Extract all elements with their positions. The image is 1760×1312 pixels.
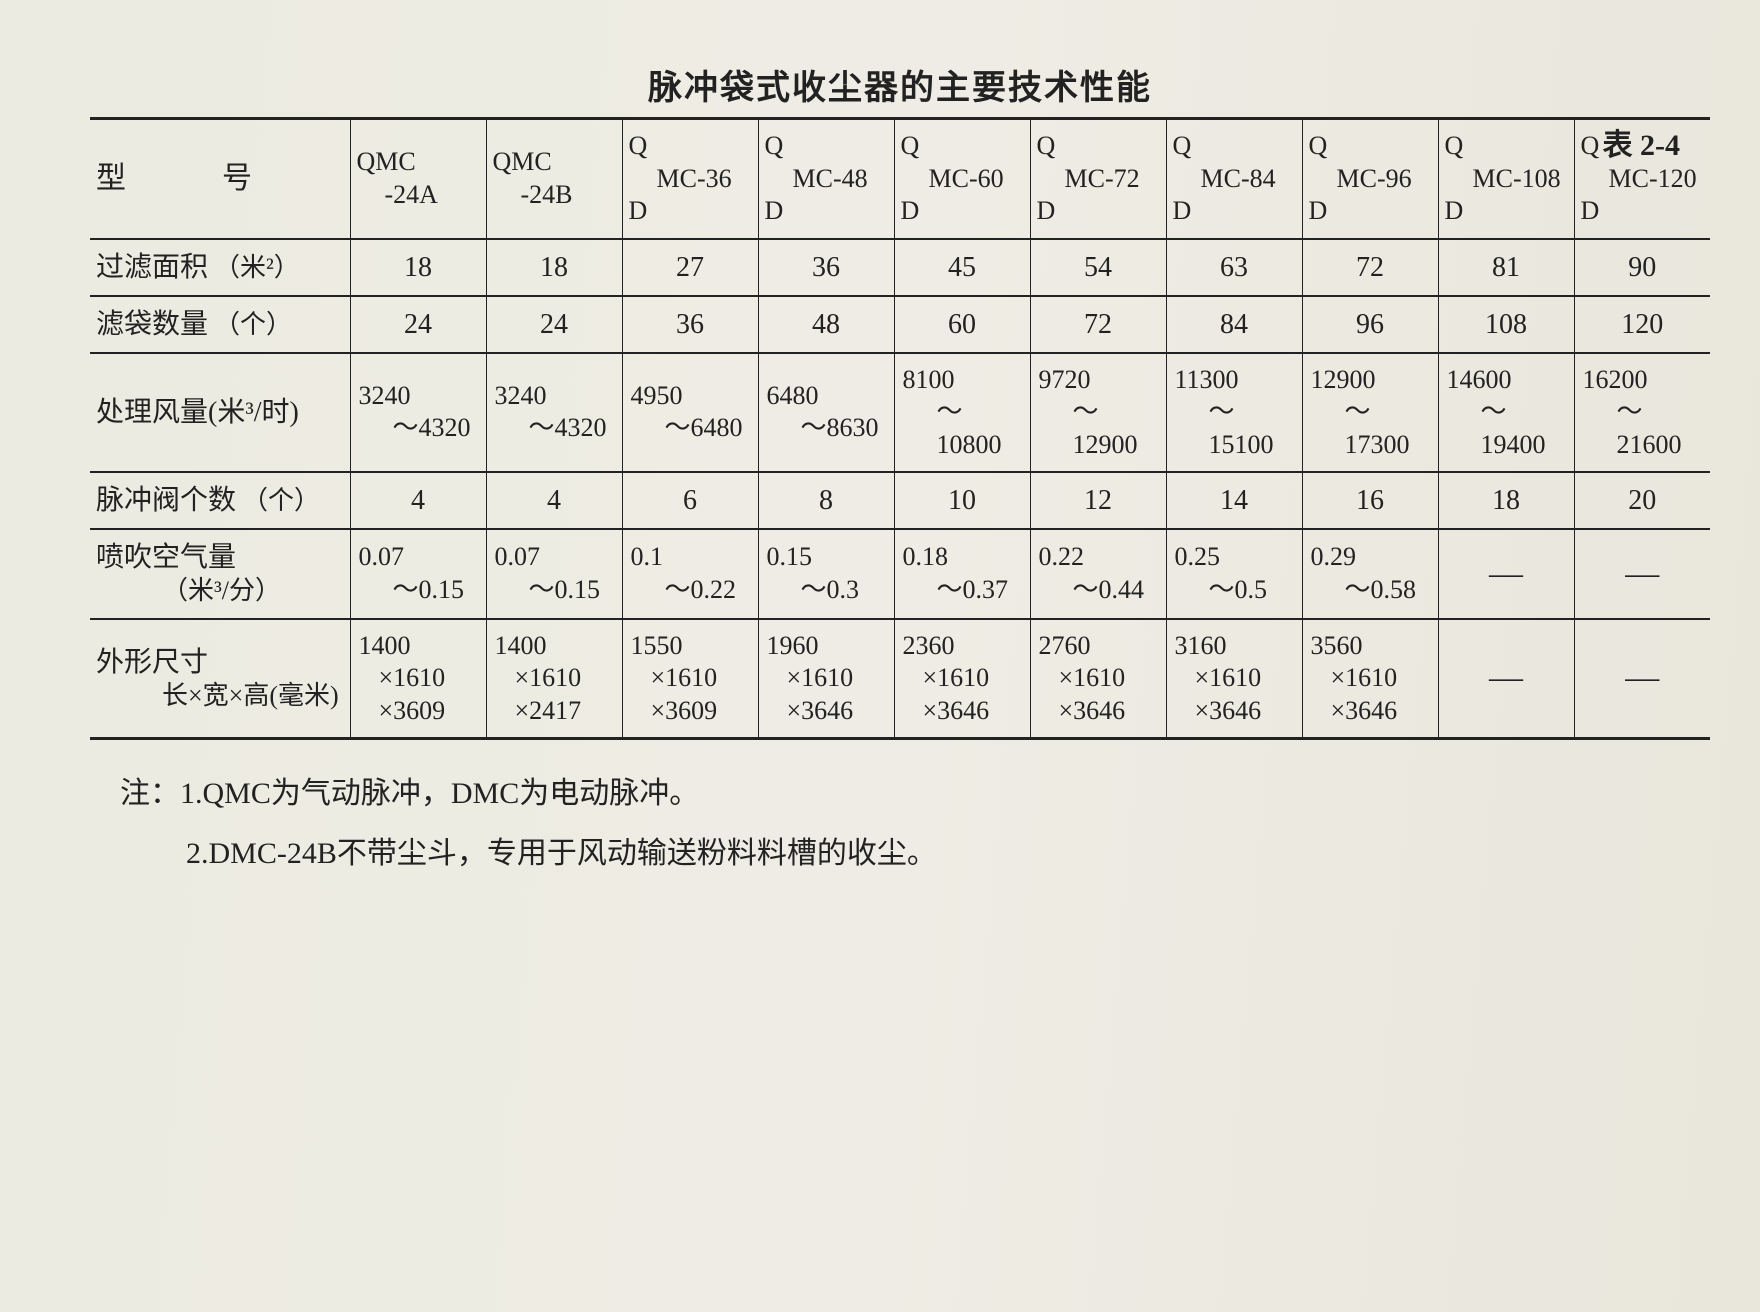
cell: — (1438, 529, 1574, 619)
cell: 60 (894, 296, 1030, 353)
cell: 12900～17300 (1302, 353, 1438, 473)
table-row: 处理风量(米³/时)3240～43203240～43204950～6480648… (90, 353, 1710, 473)
cell: 1400×1610×2417 (486, 619, 622, 739)
table-number: 表 2-4 (1603, 120, 1681, 164)
col-header: QMC-96D (1302, 119, 1438, 239)
cell: 14600～19400 (1438, 353, 1574, 473)
cell: 4 (486, 472, 622, 529)
cell: 108 (1438, 296, 1574, 353)
cell: 20 (1574, 472, 1710, 529)
col-header: QMC-36D (622, 119, 758, 239)
cell: 96 (1302, 296, 1438, 353)
table-row: 滤袋数量（个）2424364860728496108120 (90, 296, 1710, 353)
cell: 3240～4320 (486, 353, 622, 473)
row-label: 处理风量(米³/时) (90, 353, 350, 473)
table-title: 脉冲袋式收尘器的主要技术性能 (90, 60, 1710, 109)
row-label: 外形尺寸长×宽×高(毫米) (90, 619, 350, 739)
col-header: QMC-60D (894, 119, 1030, 239)
cell: 3160×1610×3646 (1166, 619, 1302, 739)
cell: 63 (1166, 239, 1302, 296)
cell: 14 (1166, 472, 1302, 529)
cell: 1550×1610×3609 (622, 619, 758, 739)
cell: 2760×1610×3646 (1030, 619, 1166, 739)
cell: 0.25～0.5 (1166, 529, 1302, 619)
cell: 3560×1610×3646 (1302, 619, 1438, 739)
cell: 24 (350, 296, 486, 353)
row-label: 喷吹空气量（米³/分） (90, 529, 350, 619)
cell: 120 (1574, 296, 1710, 353)
row-label: 滤袋数量（个） (90, 296, 350, 353)
cell: 90 (1574, 239, 1710, 296)
footnotes: 注：1.QMC为气动脉冲，DMC为电动脉冲。 2.DMC-24B不带尘斗，专用于… (90, 764, 1710, 884)
cell: 1400×1610×3609 (350, 619, 486, 739)
row-label: 过滤面积（米²） (90, 239, 350, 296)
cell: 10 (894, 472, 1030, 529)
footnote-2: 2.DMC-24B不带尘斗，专用于风动输送粉料料槽的收尘。 (120, 824, 1710, 884)
table-row: 脉冲阀个数（个）4468101214161820 (90, 472, 1710, 529)
table-row: 外形尺寸长×宽×高(毫米)1400×1610×36091400×1610×241… (90, 619, 1710, 739)
cell: 36 (622, 296, 758, 353)
cell: — (1438, 619, 1574, 739)
cell: 0.07～0.15 (350, 529, 486, 619)
col-header: QMC-108D (1438, 119, 1574, 239)
col-header: QMC-48D (758, 119, 894, 239)
cell: 18 (350, 239, 486, 296)
cell: 27 (622, 239, 758, 296)
cell: 0.29～0.58 (1302, 529, 1438, 619)
cell: — (1574, 529, 1710, 619)
cell: 84 (1166, 296, 1302, 353)
cell: 6480～8630 (758, 353, 894, 473)
table-row: 过滤面积（米²）18182736455463728190 (90, 239, 1710, 296)
cell: 9720～12900 (1030, 353, 1166, 473)
cell: 4 (350, 472, 486, 529)
cell: 8100～10800 (894, 353, 1030, 473)
cell: 72 (1302, 239, 1438, 296)
footnote-1: 注：1.QMC为气动脉冲，DMC为电动脉冲。 (120, 764, 1710, 824)
cell: 18 (1438, 472, 1574, 529)
cell: 16200～21600 (1574, 353, 1710, 473)
cell: 48 (758, 296, 894, 353)
cell: 0.15～0.3 (758, 529, 894, 619)
cell: 3240～4320 (350, 353, 486, 473)
cell: 36 (758, 239, 894, 296)
col-header: QMC-24A (350, 119, 486, 239)
cell: 4950～6480 (622, 353, 758, 473)
cell: 81 (1438, 239, 1574, 296)
cell: 8 (758, 472, 894, 529)
header-row: 型 号 QMC-24A QMC-24B QMC-36D QMC-48D QMC-… (90, 119, 1710, 239)
cell: 18 (486, 239, 622, 296)
cell: 1960×1610×3646 (758, 619, 894, 739)
cell: — (1574, 619, 1710, 739)
cell: 0.22～0.44 (1030, 529, 1166, 619)
cell: 0.18～0.37 (894, 529, 1030, 619)
cell: 11300～15100 (1166, 353, 1302, 473)
cell: 12 (1030, 472, 1166, 529)
row-label: 脉冲阀个数（个） (90, 472, 350, 529)
cell: 2360×1610×3646 (894, 619, 1030, 739)
cell: 0.1～0.22 (622, 529, 758, 619)
cell: 0.07～0.15 (486, 529, 622, 619)
table-row: 喷吹空气量（米³/分）0.07～0.150.07～0.150.1～0.220.1… (90, 529, 1710, 619)
cell: 54 (1030, 239, 1166, 296)
cell: 16 (1302, 472, 1438, 529)
cell: 24 (486, 296, 622, 353)
row-header-label: 型 号 (90, 119, 350, 239)
col-header: QMC-72D (1030, 119, 1166, 239)
cell: 45 (894, 239, 1030, 296)
col-header: QMC-24B (486, 119, 622, 239)
cell: 72 (1030, 296, 1166, 353)
page: 脉冲袋式收尘器的主要技术性能 表 2-4 型 号 QMC-24A QMC-24B… (0, 0, 1760, 1312)
cell: 6 (622, 472, 758, 529)
spec-table: 型 号 QMC-24A QMC-24B QMC-36D QMC-48D QMC-… (90, 117, 1710, 740)
col-header: QMC-84D (1166, 119, 1302, 239)
